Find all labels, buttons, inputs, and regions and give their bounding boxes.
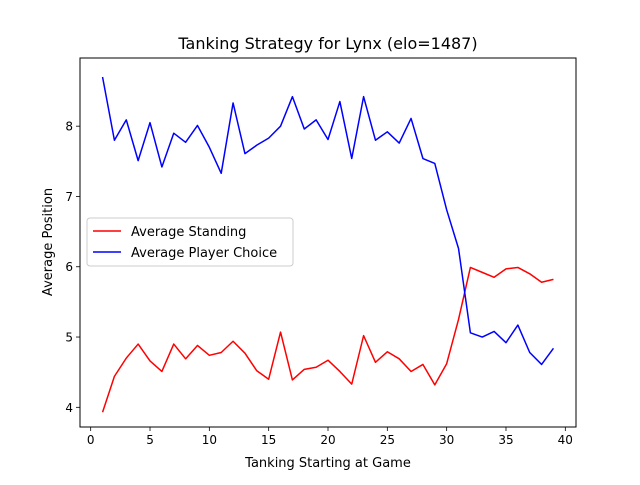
series-layer [101,76,555,413]
legend-label-average-standing: Average Standing [131,225,246,240]
legend-box [86,217,294,267]
legend: Average Standing Average Player Choice [86,217,294,267]
x-tick-label: 35 [498,433,513,447]
x-tick-label: 30 [439,433,454,447]
series-line-average-player-choice [101,76,555,366]
x-tick-label: 40 [558,433,573,447]
series-line-average-standing [101,266,554,413]
y-tick-label: 4 [65,401,73,415]
legend-label-average-player-choice: Average Player Choice [131,246,277,261]
y-tick-label: 8 [65,120,73,134]
y-tick-label: 6 [65,260,73,274]
x-tick-label: 25 [380,433,395,447]
y-tick-label: 5 [65,331,73,345]
chart-title: Tanking Strategy for Lynx (elo=1487) [177,34,477,53]
x-tick-label: 10 [202,433,217,447]
y-axis-label: Average Position [41,188,56,296]
x-axis: 0 5 10 15 20 25 30 35 40 [87,427,573,447]
x-tick-label: 20 [320,433,335,447]
x-axis-label: Tanking Starting at Game [244,456,411,471]
y-axis: 4 5 6 7 8 [65,120,80,415]
x-tick-label: 5 [146,433,154,447]
x-tick-label: 0 [87,433,95,447]
y-tick-label: 7 [65,190,73,204]
x-tick-label: 15 [261,433,276,447]
